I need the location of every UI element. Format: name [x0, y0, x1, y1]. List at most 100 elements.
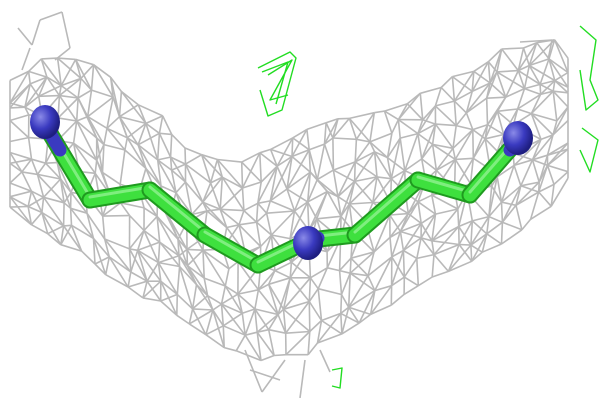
density-mesh-strand — [501, 47, 524, 50]
density-mesh-strand — [219, 177, 224, 210]
density-mesh-strand — [339, 257, 352, 272]
density-mesh-strand — [465, 82, 491, 114]
density-mesh-strand — [94, 256, 110, 265]
density-mesh-strand — [137, 104, 164, 117]
density-mesh-strand — [254, 308, 258, 333]
density-mesh-strand — [269, 166, 278, 202]
atom-nitrogen-right[interactable] — [503, 121, 533, 155]
density-mesh-strand — [92, 238, 107, 275]
density-mesh-strand — [435, 208, 458, 215]
density-mesh-strand — [59, 94, 79, 99]
bond-highlight — [416, 175, 472, 194]
density-mesh-strand — [267, 284, 279, 315]
density-mesh-strand — [9, 190, 32, 198]
density-mesh-strand — [269, 200, 295, 212]
density-mesh-strand — [57, 117, 77, 122]
density-mesh-strand — [356, 138, 371, 143]
density-mesh-strand — [118, 116, 129, 139]
density-mesh-strand — [129, 248, 138, 252]
density-mesh-strand — [27, 196, 45, 208]
density-mesh-strand — [127, 271, 132, 288]
density-mesh-strand — [374, 256, 393, 291]
difference-density-fragment — [579, 127, 599, 173]
density-mesh-strand — [520, 185, 539, 193]
density-mesh-strand — [384, 110, 399, 121]
difference-density-mesh — [257, 25, 599, 389]
density-mesh-strand — [289, 262, 293, 278]
density-mesh-strand — [106, 127, 126, 151]
density-mesh-strand — [402, 237, 422, 252]
density-mesh-strand — [440, 76, 453, 89]
density-mesh-strand — [71, 224, 94, 240]
density-mesh-strand — [470, 245, 473, 262]
density-mesh-strand — [306, 201, 310, 231]
atom-nitrogen-center[interactable] — [293, 226, 323, 260]
density-mesh-strand — [332, 137, 357, 141]
density-mesh-strand — [243, 210, 258, 223]
density-mesh-strand — [286, 188, 296, 212]
density-mesh-strand — [523, 65, 531, 89]
density-mesh-strand — [457, 208, 460, 227]
density-mesh-strand — [9, 70, 29, 82]
density-mesh-strand — [540, 90, 554, 96]
density-mesh-strand — [24, 106, 30, 116]
density-mesh-strand — [453, 70, 475, 102]
density-mesh-strand — [28, 70, 48, 78]
density-mesh-strand — [41, 197, 45, 213]
density-mesh-strand — [454, 129, 474, 160]
density-mesh-strand — [451, 75, 473, 93]
density-mesh-strand — [128, 248, 148, 282]
density-mesh-strand — [337, 161, 356, 197]
density-mesh-strand — [529, 58, 550, 67]
density-mesh-strand — [9, 106, 25, 109]
density-mesh-strand — [341, 322, 360, 335]
density-mesh-strand — [553, 90, 569, 94]
density-mesh-strand — [110, 76, 123, 92]
density-mesh-strand — [171, 133, 186, 149]
density-mesh-strand — [472, 124, 489, 159]
density-mesh-strand — [390, 250, 405, 286]
density-mesh-strand — [108, 256, 129, 288]
density-mesh-strand — [502, 221, 523, 231]
density-mesh-strand — [39, 11, 63, 21]
density-mesh-strand — [471, 251, 483, 262]
density-mesh-strand — [244, 334, 262, 361]
density-mesh-strand — [440, 86, 455, 102]
density-mesh-strand — [465, 97, 488, 114]
density-mesh-strand — [517, 93, 542, 110]
density-mesh-strand — [489, 82, 507, 98]
density-mesh-strand — [127, 280, 148, 288]
density-mesh-strand — [282, 277, 291, 310]
density-mesh-strand — [28, 58, 42, 72]
density-mesh-strand — [120, 90, 139, 106]
density-mesh-strand — [73, 142, 98, 161]
density-mesh-strand — [400, 222, 422, 233]
density-mesh-strand — [389, 212, 409, 216]
density-mesh-strand — [417, 276, 433, 287]
atom-nitrogen-left[interactable] — [30, 105, 60, 139]
electron-density-mesh — [9, 11, 569, 398]
density-mesh-strand — [513, 138, 542, 166]
density-mesh-strand — [416, 258, 420, 286]
density-mesh-strand — [119, 149, 126, 185]
density-mesh-strand — [524, 83, 541, 90]
density-mesh-strand — [326, 191, 342, 217]
density-mesh-strand — [307, 190, 328, 203]
density-mesh-strand — [465, 91, 473, 114]
density-mesh-strand — [104, 256, 111, 275]
density-mesh-strand — [58, 77, 82, 97]
density-mesh-strand — [267, 270, 276, 285]
density-mesh-strand — [431, 208, 459, 242]
density-mesh-strand — [277, 314, 287, 334]
density-mesh-strand — [500, 185, 522, 203]
density-mesh-strand — [399, 201, 419, 232]
density-mesh-strand — [158, 115, 164, 134]
density-mesh-strand — [57, 57, 76, 61]
density-mesh-strand — [332, 137, 335, 171]
density-mesh-strand — [41, 212, 62, 246]
density-mesh-strand — [420, 213, 437, 239]
density-mesh-strand — [221, 176, 245, 212]
density-mesh-strand — [447, 244, 472, 272]
density-mesh-strand — [353, 161, 356, 182]
